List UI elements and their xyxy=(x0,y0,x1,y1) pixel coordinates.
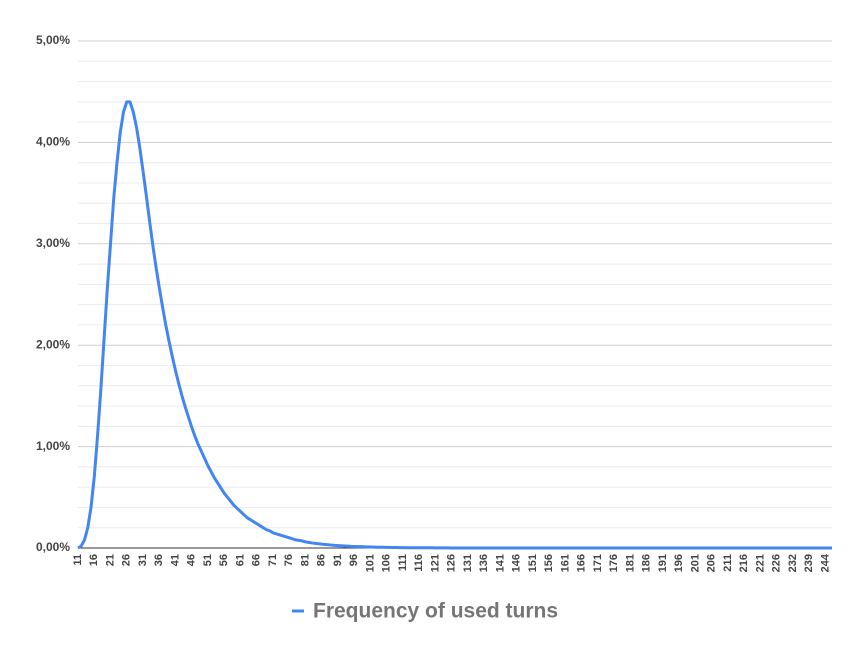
x-tick-label: 151 xyxy=(527,554,539,572)
x-tick-label: 181 xyxy=(624,554,636,572)
x-tick-label: 51 xyxy=(202,554,214,566)
x-tick-label: 46 xyxy=(186,554,198,566)
x-tick-label: 26 xyxy=(121,554,133,566)
x-tick-label: 91 xyxy=(332,554,344,566)
x-tick-label: 136 xyxy=(478,554,490,572)
x-tick-label: 221 xyxy=(754,554,766,572)
x-tick-label: 31 xyxy=(137,554,149,566)
x-tick-label: 196 xyxy=(673,554,685,572)
x-tick-label: 161 xyxy=(559,554,571,572)
x-tick-label: 131 xyxy=(462,554,474,572)
x-tick-label: 141 xyxy=(494,554,506,572)
x-tick-label: 171 xyxy=(592,554,604,572)
x-tick-label: 146 xyxy=(511,554,523,572)
x-tick-label: 111 xyxy=(397,554,409,571)
x-tick-label: 191 xyxy=(657,554,669,572)
x-tick-label: 101 xyxy=(364,554,376,572)
x-tick-label: 11 xyxy=(72,554,84,566)
x-tick-label: 244 xyxy=(819,553,831,572)
x-tick-label: 36 xyxy=(153,554,165,566)
x-tick-label: 86 xyxy=(316,554,328,566)
y-tick-label: 0,00% xyxy=(36,540,70,554)
x-tick-label: 166 xyxy=(576,554,588,572)
x-tick-label: 76 xyxy=(283,554,295,566)
x-tick-label: 232 xyxy=(787,554,799,572)
x-tick-label: 61 xyxy=(234,554,246,566)
x-tick-label: 126 xyxy=(446,554,458,572)
x-tick-label: 81 xyxy=(299,554,311,566)
y-tick-label: 3,00% xyxy=(36,236,70,250)
x-tick-label: 121 xyxy=(429,554,441,572)
x-tick-label: 66 xyxy=(251,554,263,566)
y-tick-label: 5,00% xyxy=(36,33,70,47)
x-tick-label: 201 xyxy=(689,554,701,572)
y-tick-label: 1,00% xyxy=(36,439,70,453)
x-tick-label: 56 xyxy=(218,554,230,566)
x-tick-label: 206 xyxy=(706,554,718,572)
x-tick-label: 71 xyxy=(267,554,279,566)
x-tick-label: 156 xyxy=(543,554,555,572)
x-tick-label: 96 xyxy=(348,554,360,566)
x-tick-label: 21 xyxy=(104,554,116,566)
x-tick-label: 16 xyxy=(88,554,100,566)
x-tick-label: 116 xyxy=(413,554,425,572)
line xyxy=(77,100,832,550)
x-tick-label: 176 xyxy=(608,554,620,572)
x-tick-label: 41 xyxy=(169,554,181,566)
x-tick-label: 106 xyxy=(381,554,393,572)
y-tick-label: 4,00% xyxy=(36,135,70,149)
x-tick-label: 186 xyxy=(641,554,653,572)
x-tick-label: 239 xyxy=(803,554,815,572)
x-tick-label: 216 xyxy=(738,554,750,572)
legend-label: Frequency of used turns xyxy=(313,600,558,623)
y-tick-label: 2,00% xyxy=(36,337,70,351)
x-tick-label: 226 xyxy=(771,554,783,572)
x-tick-label: 211 xyxy=(722,554,734,572)
